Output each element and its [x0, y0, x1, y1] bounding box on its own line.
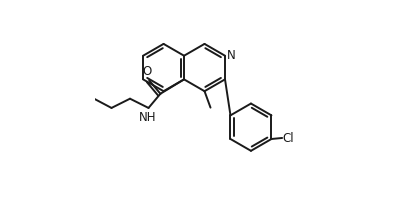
Text: O: O	[143, 65, 152, 78]
Text: N: N	[227, 49, 235, 62]
Text: Cl: Cl	[283, 132, 294, 145]
Text: NH: NH	[139, 111, 156, 124]
